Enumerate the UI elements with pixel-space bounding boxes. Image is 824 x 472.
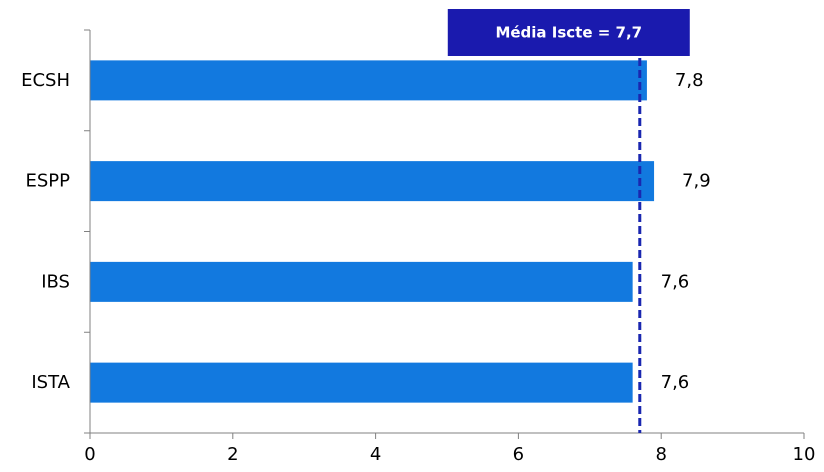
- x-tick-label: 6: [513, 444, 524, 465]
- reference-layer: Média Iscte = 7,7: [447, 9, 690, 433]
- category-label: ECSH: [21, 70, 70, 91]
- bar-ecsh: [90, 60, 647, 101]
- category-label: ISTA: [31, 372, 70, 393]
- category-label: ESPP: [25, 171, 70, 192]
- bar-ibs: [90, 261, 633, 302]
- value-label: 7,6: [661, 271, 690, 292]
- labels-layer: ECSH 7,8 ESPP 7,9 IBS 7,6 ISTA 7,6 0 2 4 6 8 10: [21, 70, 815, 465]
- x-tick-label: 10: [793, 444, 816, 465]
- x-tick-label: 0: [84, 444, 95, 465]
- bar-ista: [90, 362, 633, 403]
- x-tick-label: 8: [655, 444, 666, 465]
- bars-layer: [90, 60, 655, 403]
- value-label: 7,6: [661, 372, 690, 393]
- value-label: 7,9: [682, 171, 711, 192]
- bar-espp: [90, 161, 655, 202]
- average-label: Média Iscte = 7,7: [495, 24, 642, 42]
- average-label-box: [447, 9, 690, 56]
- value-label: 7,8: [675, 70, 704, 91]
- x-tick-label: 4: [370, 444, 381, 465]
- category-label: IBS: [41, 271, 70, 292]
- axes-layer: [84, 29, 805, 439]
- x-tick-label: 2: [227, 444, 238, 465]
